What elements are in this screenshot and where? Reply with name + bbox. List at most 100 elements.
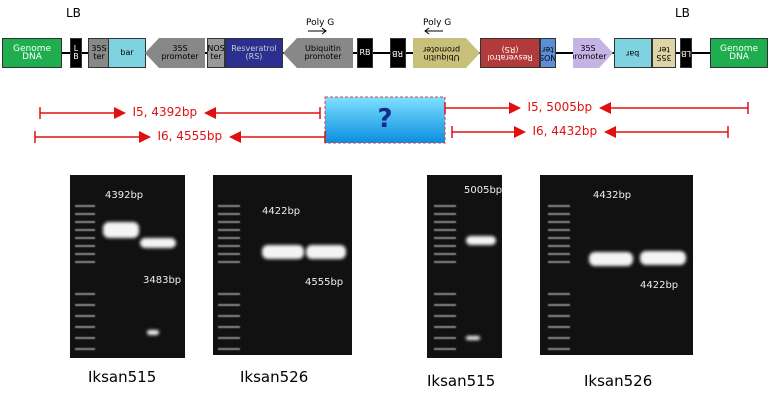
ladder-band [218, 326, 240, 328]
gel-caption: Iksan526 [240, 368, 309, 386]
amplicon-label: I6, 4432bp [530, 124, 600, 138]
ladder-band [75, 293, 95, 295]
ladder-band [75, 326, 95, 328]
element-label: LB [681, 49, 691, 58]
ladder-band [434, 293, 456, 295]
ladder-band [75, 315, 95, 317]
gel-image [427, 175, 502, 358]
band-label: 4432bp [593, 190, 632, 201]
ladder-band [218, 293, 240, 295]
element-label: NOS ter [540, 45, 556, 62]
band-label: 4422bp [262, 206, 301, 217]
ladder-band [548, 315, 570, 317]
unknown-mark: ? [377, 104, 393, 134]
element-label: 35S ter [656, 45, 672, 62]
construct-element: bar [108, 38, 146, 68]
ladder-band [434, 245, 456, 247]
element-label: bar [120, 48, 134, 57]
ladder-band [434, 304, 456, 306]
ladder-band [75, 304, 95, 306]
ladder-band [548, 221, 570, 223]
element-label: 35S promoter [161, 44, 199, 61]
gel-band [147, 330, 159, 335]
element-label: 35S ter [91, 44, 107, 61]
ladder-band [218, 229, 240, 231]
ladder-band [218, 237, 240, 239]
ladder-band [218, 253, 240, 255]
ladder-band [434, 315, 456, 317]
ladder-band [434, 261, 456, 263]
ladder-band [548, 337, 570, 339]
ladder-band [75, 229, 95, 231]
ladder-band [548, 229, 570, 231]
ladder-band [434, 253, 456, 255]
gel-caption: Iksan515 [88, 368, 157, 386]
gel-band [466, 236, 496, 245]
primer-label: Poly G [306, 18, 335, 28]
element-label: L B [73, 44, 79, 61]
ladder-band [218, 245, 240, 247]
ladder-band [218, 221, 240, 223]
construct-element: RB [390, 38, 406, 68]
ladder-band [218, 315, 240, 317]
band-label: 5005bp [464, 185, 503, 196]
gel-band [589, 252, 633, 266]
construct-element: Resveratrol (RS) [225, 38, 283, 68]
ladder-band [434, 205, 456, 207]
ladder-band [548, 304, 570, 306]
ladder-band [75, 253, 95, 255]
element-label: 35S promoter [573, 44, 607, 61]
element-label: Ubiquitin promoter [304, 44, 342, 61]
element-label: Resveratrol (RS) [487, 45, 533, 62]
gel-image [70, 175, 185, 358]
construct-element: bar [614, 38, 652, 68]
ladder-band [75, 261, 95, 263]
element-label: Ubiquitin promoter [422, 45, 461, 62]
ladder-band [548, 205, 570, 207]
ladder-band [548, 213, 570, 215]
ladder-band [434, 337, 456, 339]
gel-band [103, 222, 139, 238]
ladder-band [434, 348, 456, 350]
gel-band [140, 238, 176, 248]
ladder-band [548, 237, 570, 239]
band-label: 4422bp [640, 280, 679, 291]
primer-arrow [308, 27, 327, 35]
band-label: 3483bp [143, 275, 182, 286]
gel-band [640, 251, 686, 265]
ladder-band [75, 245, 95, 247]
ladder-band [434, 229, 456, 231]
construct-element: 35S ter [88, 38, 110, 68]
ladder-band [548, 261, 570, 263]
element-label: NOS ter [207, 44, 225, 61]
ladder-band [218, 213, 240, 215]
gel-band [306, 245, 346, 259]
ladder-band [75, 337, 95, 339]
ladder-band [75, 348, 95, 350]
gel-caption: Iksan526 [584, 372, 653, 390]
ladder-band [75, 213, 95, 215]
gel-image [213, 175, 352, 355]
element-label: Genome DNA [719, 44, 759, 62]
ladder-band [75, 205, 95, 207]
ladder-band [75, 237, 95, 239]
band-label: 4392bp [105, 190, 144, 201]
amplicon-label: I5, 5005bp [525, 100, 595, 114]
construct-element: Genome DNA [710, 38, 768, 68]
ladder-band [548, 293, 570, 295]
construct-element: Resveratrol (RS) [480, 38, 540, 68]
gel-caption: Iksan515 [427, 372, 496, 390]
construct-element: Ubiquitin promoter [413, 38, 480, 68]
ladder-band [548, 253, 570, 255]
band-label: 4555bp [305, 277, 344, 288]
primer-arrow [424, 27, 443, 35]
element-label: Resveratrol (RS) [231, 44, 277, 61]
construct-element: Genome DNA [2, 38, 62, 68]
gel-band [262, 245, 304, 259]
construct-element: RB [357, 38, 373, 68]
element-label: bar [626, 49, 640, 58]
primer-label: Poly G [423, 18, 452, 28]
ladder-band [75, 221, 95, 223]
ladder-band [218, 304, 240, 306]
construct-element: NOS ter [540, 38, 556, 68]
